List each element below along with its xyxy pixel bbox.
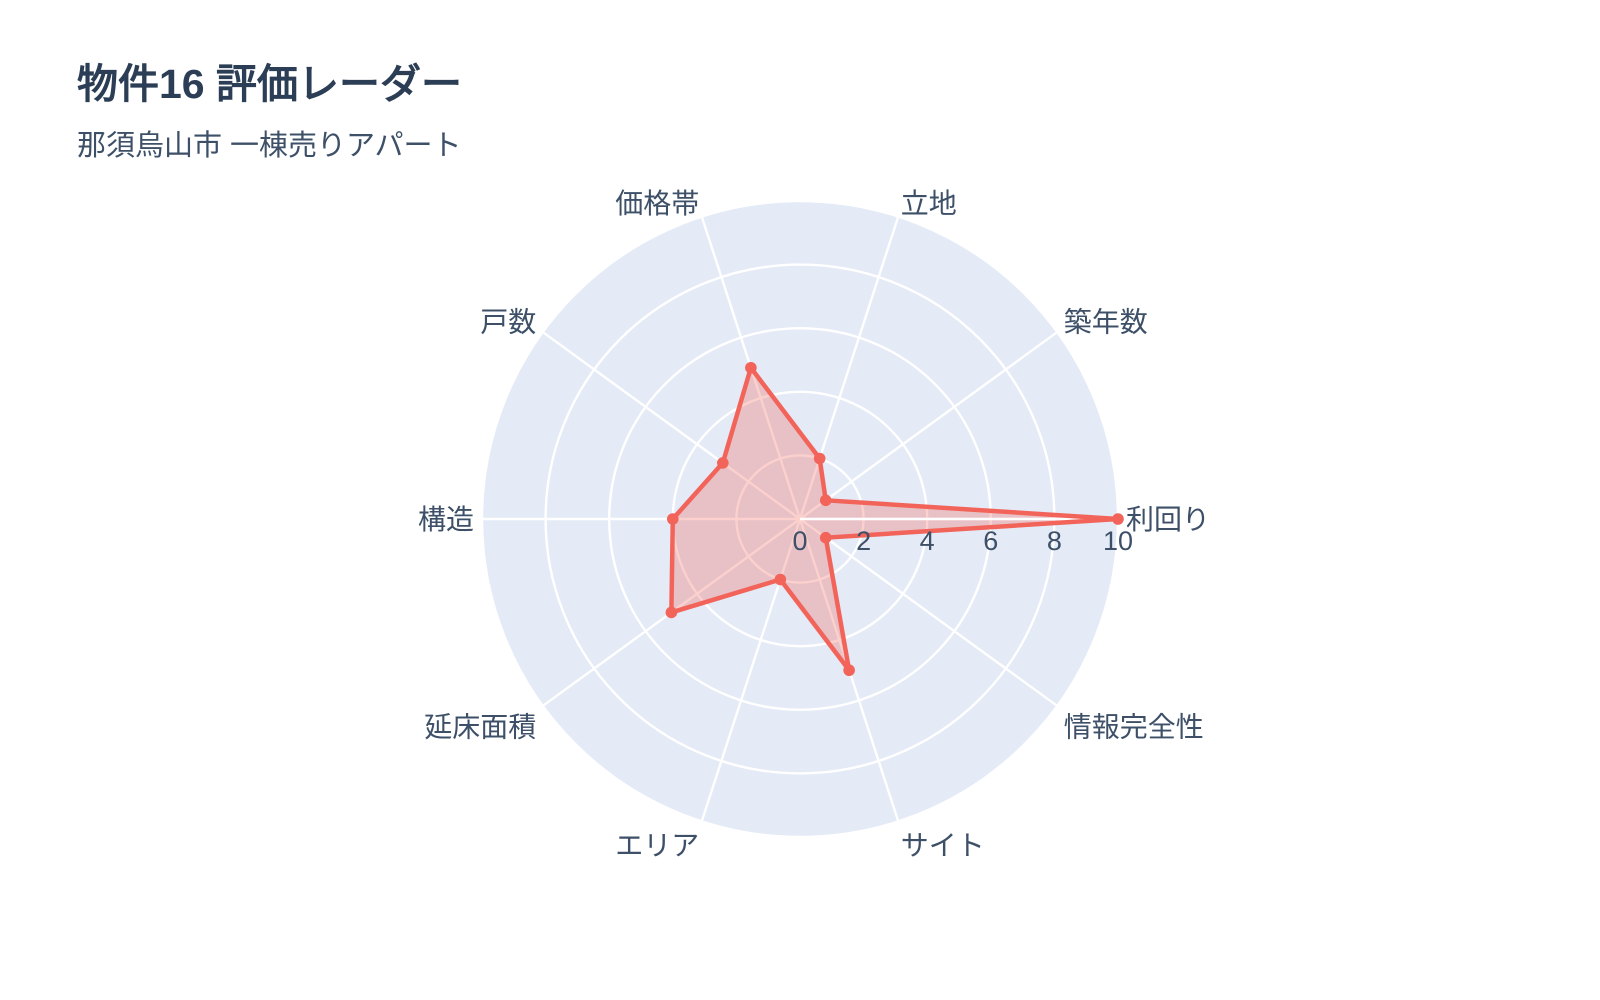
svg-text:延床面積: 延床面積 (424, 712, 536, 743)
svg-text:4: 4 (920, 526, 935, 556)
svg-text:戸数: 戸数 (480, 306, 536, 337)
svg-text:価格帯: 価格帯 (615, 188, 699, 219)
svg-text:0: 0 (792, 526, 807, 556)
svg-text:6: 6 (983, 526, 998, 556)
svg-text:立地: 立地 (901, 188, 957, 219)
svg-text:築年数: 築年数 (1064, 306, 1148, 337)
svg-text:構造: 構造 (418, 504, 474, 535)
svg-text:2: 2 (856, 526, 871, 556)
svg-text:8: 8 (1047, 526, 1062, 556)
svg-text:情報完全性: 情報完全性 (1064, 712, 1204, 743)
svg-text:サイト: サイト (901, 830, 985, 861)
svg-text:利回り: 利回り (1126, 504, 1210, 535)
svg-text:エリア: エリア (615, 830, 699, 861)
